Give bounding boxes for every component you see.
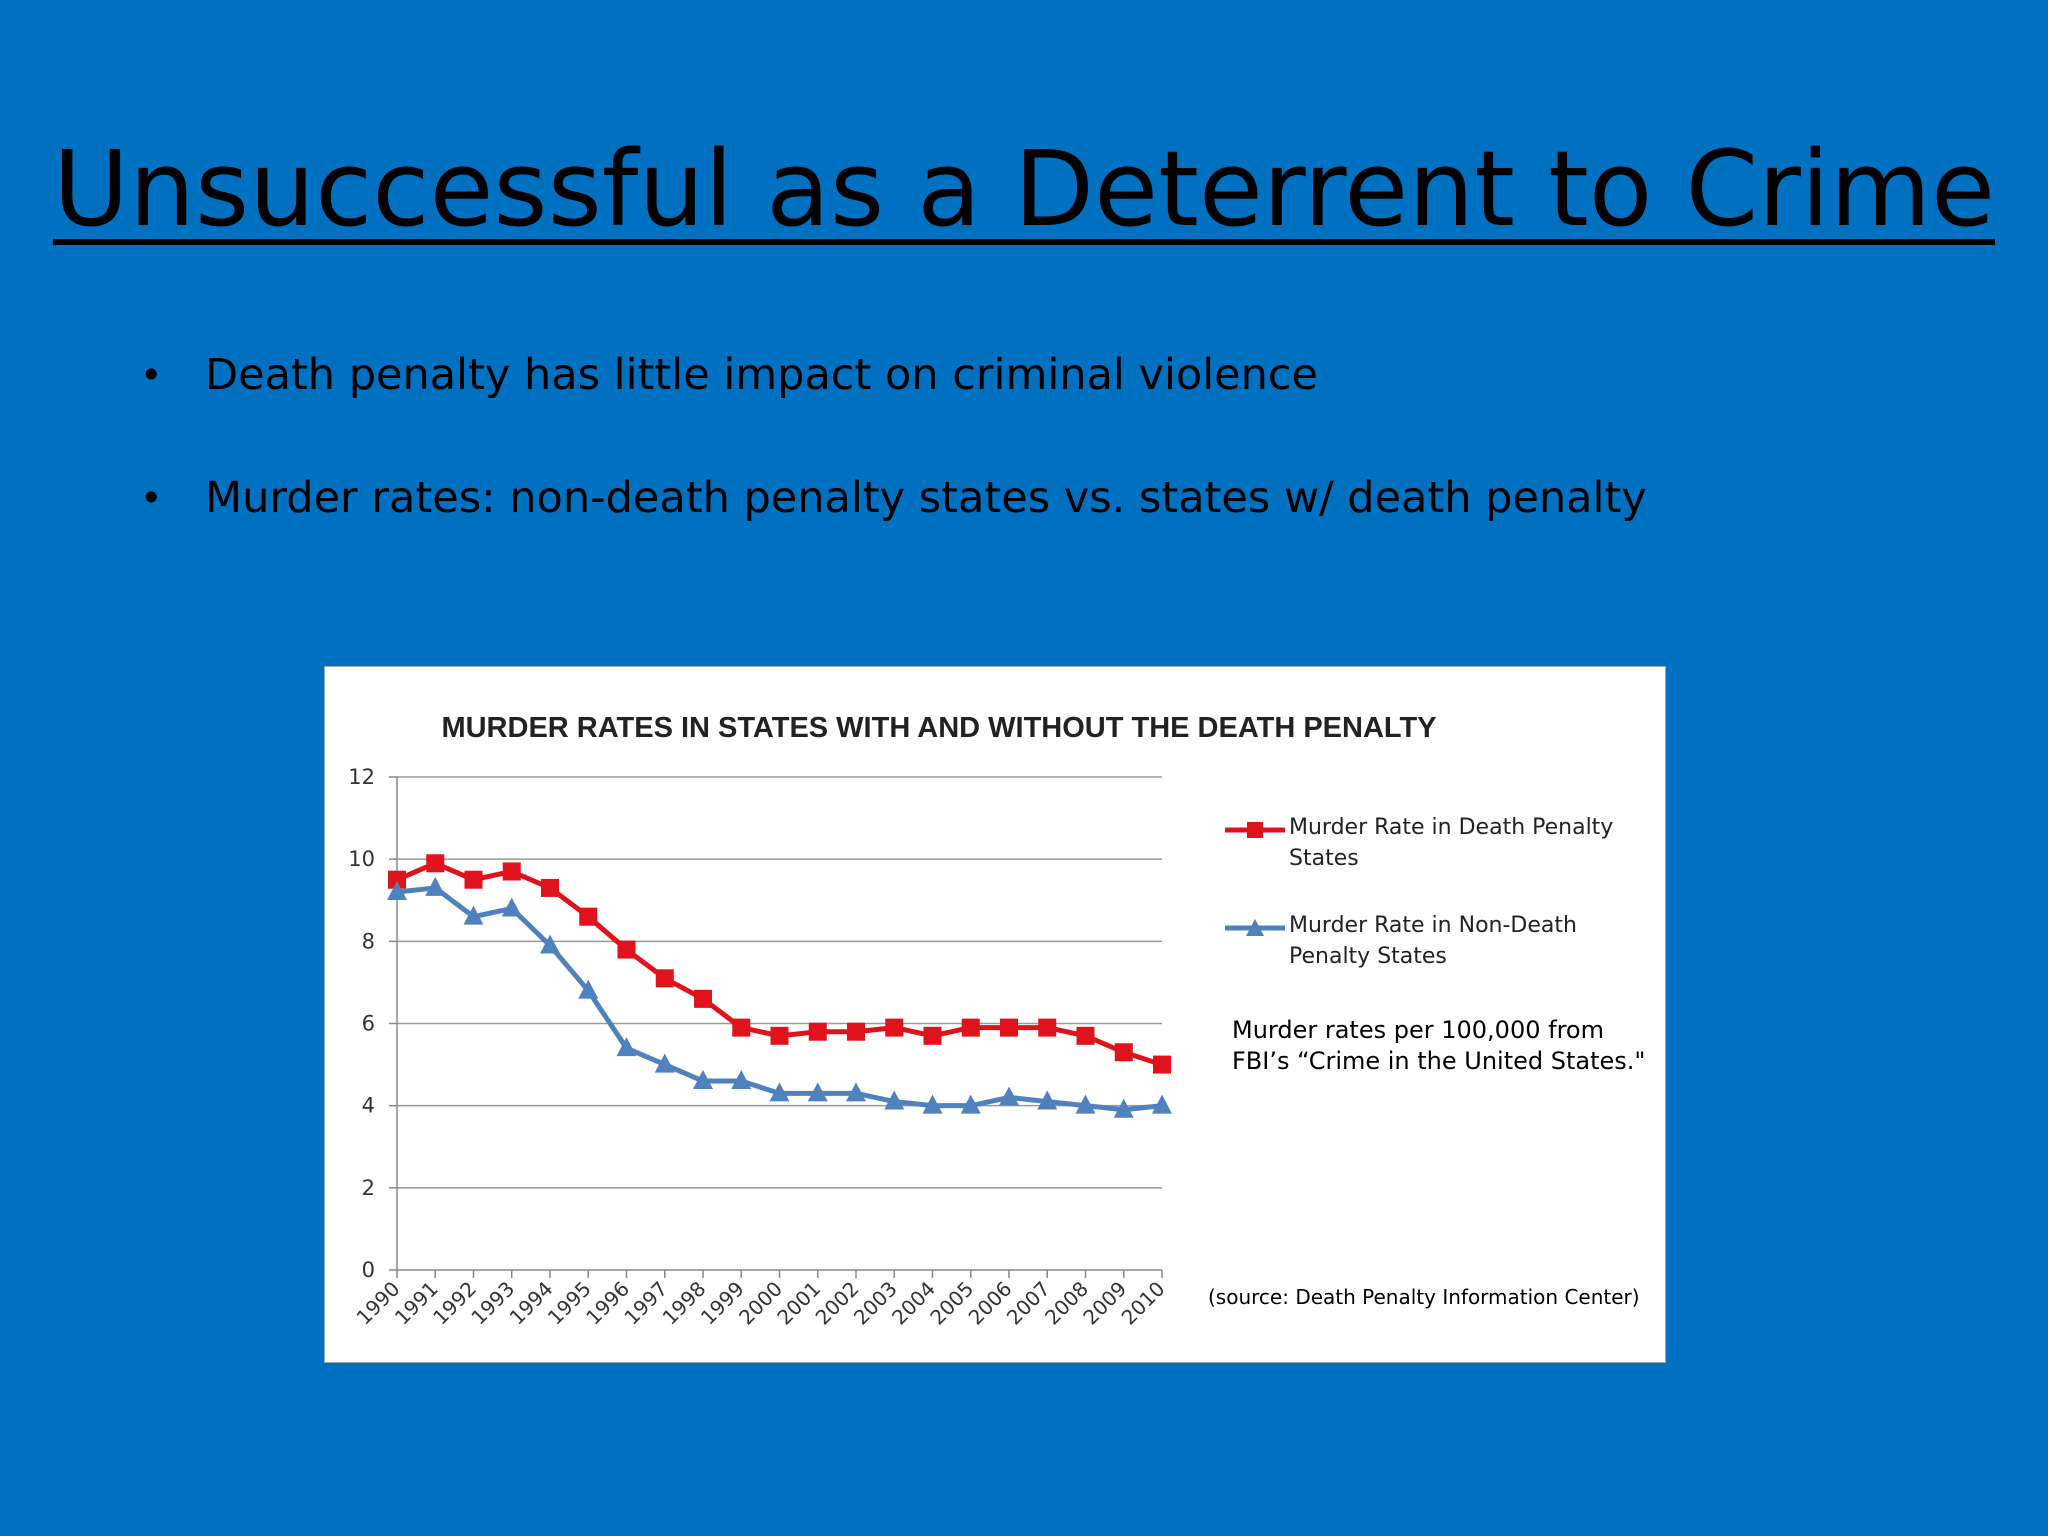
data-point-triangle (463, 905, 484, 925)
x-tick-label: 2004 (887, 1277, 940, 1330)
data-point-square (1000, 1018, 1018, 1037)
bullet-dot: • (140, 476, 163, 520)
x-tick-label: 1998 (658, 1277, 711, 1330)
x-tick-label: 2001 (772, 1277, 825, 1330)
data-point-square (617, 940, 636, 959)
x-tick-label: 2006 (964, 1277, 1017, 1330)
x-tick-label: 2008 (1040, 1277, 1093, 1330)
data-point-triangle (884, 1090, 905, 1110)
x-tick-label: 2009 (1078, 1277, 1131, 1330)
x-tick-label: 2000 (734, 1277, 787, 1330)
x-tick-label: 2010 (1117, 1277, 1170, 1330)
x-tick-label: 1991 (390, 1277, 443, 1330)
data-point-square (885, 1018, 904, 1037)
y-tick-label: 10 (348, 847, 375, 871)
data-point-triangle (1113, 1098, 1134, 1118)
data-point-square (770, 1026, 789, 1045)
legend-item-non-death-penalty: Murder Rate in Non-Death Penalty States (1225, 910, 1665, 1008)
data-point-triangle (1152, 1094, 1172, 1114)
data-point-triangle (578, 979, 599, 999)
slide-title: Unsuccessful as a Deterrent to Crime (52, 128, 1996, 250)
x-tick-label: 2005 (925, 1277, 978, 1330)
data-point-triangle (731, 1070, 752, 1090)
x-tick-label: 1992 (428, 1277, 481, 1330)
chart-legend: Murder Rate in Death Penalty States Murd… (1225, 812, 1665, 1008)
bullet-item: • Murder rates: non-death penalty states… (140, 468, 1940, 591)
x-tick-label: 1993 (466, 1277, 519, 1330)
bullet-text: Murder rates: non-death penalty states v… (205, 473, 1647, 523)
y-tick-label: 0 (362, 1258, 375, 1282)
data-point-square (1153, 1055, 1171, 1074)
data-point-triangle (960, 1094, 981, 1114)
data-point-square (388, 870, 406, 889)
legend-item-death-penalty: Murder Rate in Death Penalty States (1225, 812, 1665, 910)
data-point-square (1114, 1043, 1133, 1062)
data-point-triangle (654, 1053, 675, 1073)
data-point-triangle (693, 1070, 713, 1090)
data-point-square (579, 907, 598, 926)
chart-note: Murder rates per 100,000 from FBI’s “Cri… (1232, 1016, 1646, 1075)
data-point-triangle (999, 1086, 1019, 1106)
x-tick-label: 1995 (543, 1277, 596, 1330)
data-point-triangle (616, 1037, 637, 1057)
y-tick-label: 8 (362, 929, 375, 953)
chart-source: (source: Death Penalty Information Cente… (1208, 1285, 1640, 1309)
legend-label: Murder Rate in Non-Death Penalty States (1289, 913, 1577, 969)
legend-swatch-square-icon (1225, 822, 1285, 838)
x-tick-label: 1997 (619, 1277, 672, 1330)
data-point-square (464, 870, 483, 889)
bullet-text: Death penalty has little impact on crimi… (205, 350, 1318, 400)
bullet-dot: • (140, 353, 163, 397)
data-point-triangle (922, 1094, 943, 1114)
data-point-square (923, 1026, 942, 1045)
data-point-triangle (387, 881, 407, 901)
x-tick-label: 2007 (1002, 1277, 1055, 1330)
data-point-square (1038, 1018, 1057, 1037)
data-point-triangle (425, 876, 446, 896)
series-line-non-death-penalty (396, 885, 1163, 1113)
legend-swatch-triangle-icon (1225, 919, 1285, 936)
x-tick-label: 1990 (352, 1277, 405, 1330)
data-point-square (694, 989, 712, 1008)
murder-rate-chart: MURDER RATES IN STATES WITH AND WITHOUT … (348, 712, 1436, 1330)
legend-label: Murder Rate in Death Penalty States (1289, 815, 1614, 871)
data-point-square (541, 878, 559, 897)
bullet-list: • Death penalty has little impact on cri… (140, 345, 1940, 591)
data-point-square (808, 1022, 827, 1041)
data-point-square (961, 1018, 980, 1037)
data-point-triangle (1037, 1090, 1058, 1110)
y-tick-label: 12 (348, 765, 375, 789)
data-point-triangle (501, 897, 522, 917)
y-tick-label: 6 (362, 1012, 375, 1036)
x-tick-label: 1996 (581, 1277, 634, 1330)
data-point-square (1076, 1026, 1095, 1045)
x-tick-label: 2003 (849, 1277, 902, 1330)
data-point-square (426, 854, 445, 873)
data-point-square (502, 862, 521, 881)
data-point-square (847, 1022, 865, 1041)
data-point-square (732, 1018, 751, 1037)
x-tick-label: 1994 (505, 1277, 558, 1330)
x-tick-label: 1999 (696, 1277, 749, 1330)
data-point-triangle (846, 1082, 866, 1102)
data-point-square (655, 969, 674, 988)
data-point-triangle (540, 934, 560, 954)
y-tick-label: 2 (362, 1176, 375, 1200)
y-tick-label: 4 (362, 1094, 375, 1118)
chart-image: MURDER RATES IN STATES WITH AND WITHOUT … (324, 666, 1666, 1363)
chart-title: MURDER RATES IN STATES WITH AND WITHOUT … (441, 712, 1436, 744)
bullet-item: • Death penalty has little impact on cri… (140, 345, 1940, 468)
data-point-triangle (769, 1082, 790, 1102)
x-tick-label: 2002 (811, 1277, 864, 1330)
data-point-triangle (1075, 1094, 1096, 1114)
data-point-triangle (807, 1082, 828, 1102)
